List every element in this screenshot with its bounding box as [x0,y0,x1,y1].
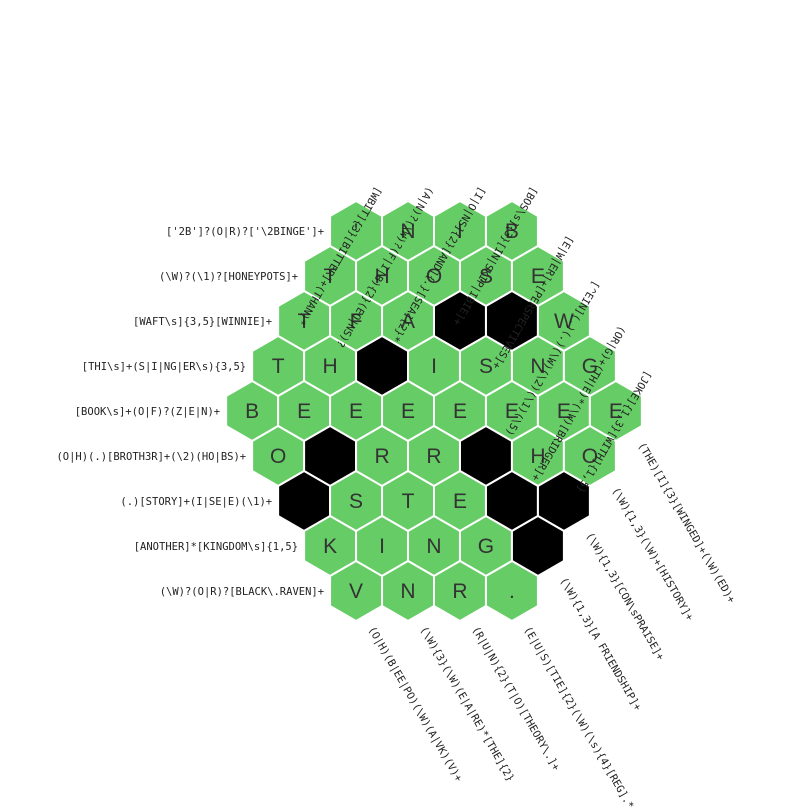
hex-letter: E [297,400,311,423]
hex-letter: H [530,445,545,468]
hex-letter: N [400,220,415,243]
hex-letter: I [379,535,385,558]
hex-letter: A [401,310,415,333]
hex-cell[interactable]: H [510,424,565,488]
hex-letter: . [509,580,515,603]
clue-bottom: (O|H)(B|EE|PO)(\W)(A|VK)(V)+ [366,625,465,784]
clue-bottom: (\W){3}(\W)(E|A|RE)*[THE]{2} [417,625,516,784]
hex-letter: S [479,355,493,378]
hex-letter: E [609,400,623,423]
clue-left: (O|H)(.)[BROTH3R]+(\2)(HO|BS)+ [56,451,246,463]
clue-left: [BOOK\s]+(O|F)?(Z|E|N)+ [75,406,220,418]
hex-letter: T [402,490,415,513]
hex-letter: N [530,355,545,378]
hex-letter: V [349,580,363,603]
clue-left: (.)[STORY]+(I|SE|E)(\1)+ [120,496,272,508]
hex-letter: E [531,265,545,288]
hex-letter: I [431,355,437,378]
hex-cell[interactable]: G [458,514,513,578]
hex-letter: G [478,535,494,558]
hex-cell[interactable]: N [381,559,435,623]
hex-letter: T [298,310,311,333]
hex-letter: K [323,535,337,558]
hex-letter: H [322,355,337,378]
hex-letter: W [554,310,574,333]
hex-letter: B [245,400,259,423]
clue-left: [THI\s]+(S|I|NG|ER\s){3,5} [82,361,246,373]
hex-shape [484,559,539,623]
clue-left: ['2B']?(O|R)?['\2BINGE']+ [166,226,324,238]
clue-left: (\W)?(\1)?[HONEYPOTS]+ [159,271,298,283]
hex-letter: T [324,265,337,288]
hex-letter: N [426,535,441,558]
hex-cell[interactable]: E [510,244,565,308]
hex-letter: ' [354,220,358,243]
hex-letter: H [374,265,389,288]
clue-bottom: (THE)[I]{3}[WINGED]+(\W)(ED)+ [635,441,737,606]
hex-letter: E [505,400,519,423]
hex-letter: E [349,400,363,423]
hex-letter: S [349,490,363,513]
hex-cell[interactable]: H [355,244,410,308]
hex-letter: O [426,265,442,288]
hex-letter: I [457,220,463,243]
hex-letter: G [582,355,598,378]
clue-bottom: (R|U|N){2}(T|O)[THEORY\.]+ [469,625,562,773]
hex-letter: F [350,310,363,333]
hex-cell[interactable]: E [329,379,384,443]
hex-letter: O [270,445,286,468]
clue-left: (\W)?(O|R)?[BLACK\.RAVEN]+ [160,586,324,598]
hex-letter: B [505,220,519,243]
hex-letter: T [272,355,285,378]
hex-letter: E [453,400,467,423]
hex-letter: R [426,445,441,468]
clue-bottom: (E|U|S)[TIE]{2}(\W)(\s){4}[REG].* [521,625,636,810]
hex-letter: E [401,400,415,423]
hex-letter: E [453,490,467,513]
clue-left: [WAFT\s]{3,5}[WINNIE]+ [133,316,272,328]
hex-letter: S [479,265,493,288]
hex-cell[interactable]: O [407,244,461,308]
hex-letter: N [400,580,415,603]
hex-letter: R [452,580,467,603]
hex-letter: O [582,445,598,468]
hex-cell[interactable]: V [329,559,384,623]
hex-letter: E [557,400,571,423]
hex-cell[interactable]: . [484,559,539,623]
hex-letter: R [374,445,389,468]
clue-left: [ANOTHER]*[KINGDOM\s]{1,5} [134,541,298,553]
hex-cell[interactable]: T [277,289,332,353]
hex-grid: ' N I BT H O S ET F A WT H I S N GB E E E E E E EO R R H OS T EK I N GV… [225,199,643,623]
